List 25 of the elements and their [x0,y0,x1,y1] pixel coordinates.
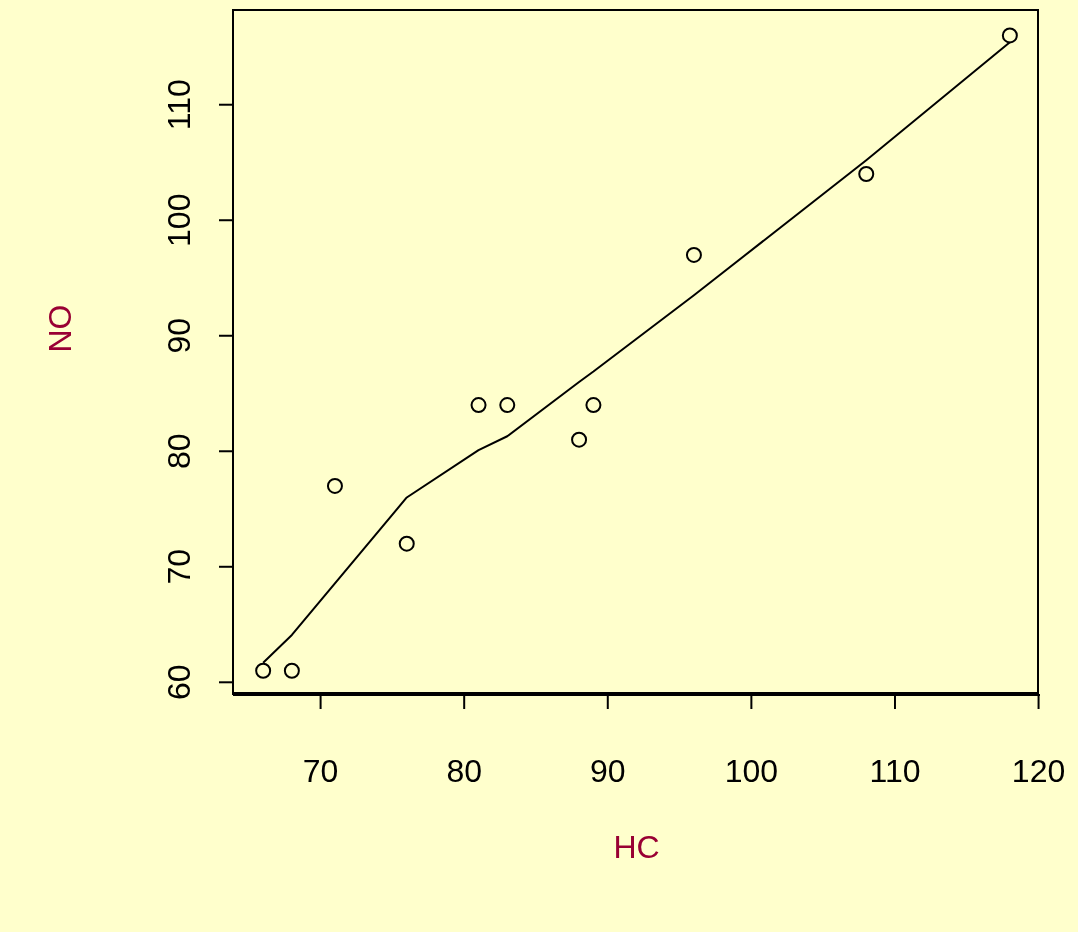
point [326,477,343,494]
x-tick-label: 120 [1011,752,1066,789]
point [858,166,875,183]
y-tick-label: 70 [161,548,197,585]
y-axis-title: NO [42,304,79,353]
x-tick-label: 90 [589,752,626,789]
point [685,246,702,263]
y-tick-label: 80 [161,433,197,470]
point [283,662,300,679]
x-tick-label: 70 [302,752,339,789]
point [571,431,588,448]
x-tick-label: 80 [446,752,482,789]
y-tick-label: 90 [161,317,197,354]
point [499,397,516,414]
point [398,535,415,552]
point [255,662,272,679]
point [585,397,602,414]
x-tick-label: 100 [724,752,779,789]
x-tick-label: 110 [869,752,921,789]
point [1001,27,1018,44]
point [470,397,487,414]
x-axis-title: HC [613,828,660,865]
y-tick-label: 110 [161,79,197,131]
y-tick-label: 100 [161,193,197,247]
y-tick-label: 60 [161,664,197,701]
